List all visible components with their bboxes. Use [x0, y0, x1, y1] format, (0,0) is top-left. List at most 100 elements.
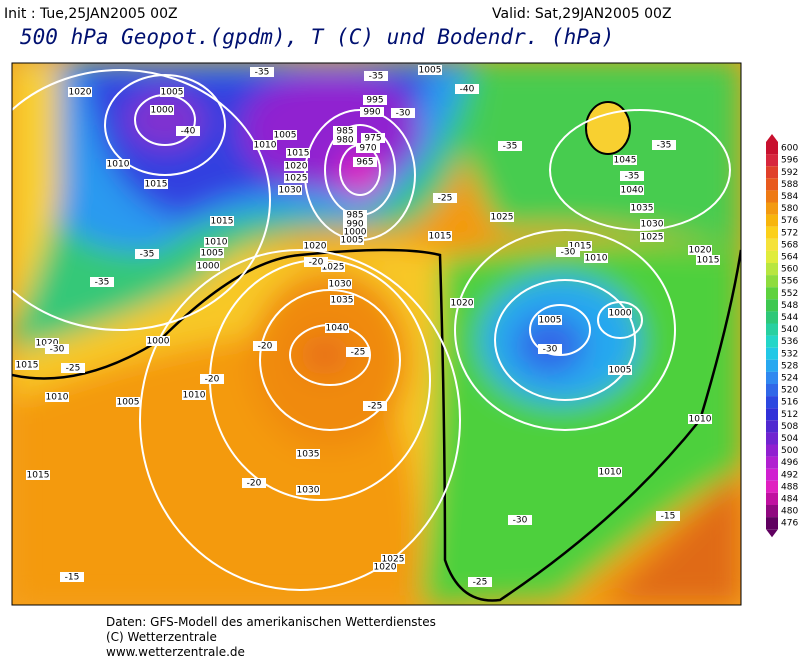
- pressure-label: 990: [346, 220, 363, 230]
- colorbar-label: 504: [781, 434, 798, 444]
- footer-line: Daten: GFS-Modell des amerikanischen Wet…: [106, 615, 436, 629]
- pressure-label: 1035: [331, 296, 354, 306]
- colorbar-label: 572: [781, 228, 798, 238]
- colorbar-label: 596: [781, 156, 798, 166]
- map-title: 500 hPa Geopot.(gpdm), T (C) und Bodendr…: [20, 25, 614, 49]
- pressure-label: 1015: [429, 232, 452, 242]
- pressure-label: 1005: [201, 249, 224, 259]
- colorbar-swatch: [766, 263, 778, 276]
- pressure-label: 985: [336, 127, 353, 137]
- pressure-label-box: [363, 95, 387, 105]
- colorbar-tip: [766, 529, 778, 538]
- pressure-label: 1040: [326, 324, 349, 334]
- colorbar-swatch: [766, 311, 778, 324]
- pressure-label: 1025: [322, 263, 345, 273]
- pressure-label-box: [325, 323, 349, 333]
- temperature-label: -30: [561, 248, 576, 258]
- pressure-label: 1040: [621, 186, 644, 196]
- colorbar-swatch: [766, 384, 778, 397]
- temperature-label-box: [45, 344, 69, 354]
- pressure-label: 1015: [287, 149, 310, 159]
- colorbar-label: 508: [781, 422, 798, 432]
- temperature-label: -35: [625, 172, 640, 182]
- temperature-label-box: [176, 126, 200, 136]
- pressure-label: 990: [363, 108, 380, 118]
- temperature-label: -35: [95, 278, 110, 288]
- pressure-label-box: [278, 185, 302, 195]
- pressure-label-box: [68, 87, 92, 97]
- pressure-label: 1015: [211, 217, 234, 227]
- pressure-label: 1015: [569, 242, 592, 252]
- colorbar-swatch: [766, 359, 778, 372]
- pressure-label-box: [116, 397, 140, 407]
- colorbar-label: 544: [781, 313, 798, 323]
- colorbar-swatch: [766, 323, 778, 336]
- colorbar-label: 528: [781, 361, 798, 371]
- colorbar-label: 484: [781, 494, 798, 504]
- temperature-label-box: [455, 84, 479, 94]
- temperature-label-box: [652, 140, 676, 150]
- temperature-label-box: [468, 577, 492, 587]
- colorbar-swatch: [766, 335, 778, 348]
- pressure-label: 1010: [689, 415, 712, 425]
- pressure-label-box: [284, 173, 308, 183]
- pressure-label-box: [210, 216, 234, 226]
- colorbar-label: 512: [781, 410, 798, 420]
- pressure-label-box: [620, 185, 644, 195]
- temperature-label-box: [391, 108, 415, 118]
- footer-line: www.wetterzentrale.de: [106, 645, 245, 658]
- pressure-label: 1030: [279, 186, 302, 196]
- pressure-label-box: [688, 414, 712, 424]
- temperature-label: -20: [247, 479, 262, 489]
- pressure-label-box: [490, 212, 514, 222]
- colorbar-label: 488: [781, 482, 798, 492]
- colorbar-swatch: [766, 456, 778, 469]
- colorbar-label: 576: [781, 216, 798, 226]
- pressure-label-box: [696, 255, 720, 265]
- temperature-label-box: [364, 71, 388, 81]
- pressure-label: 1010: [585, 254, 608, 264]
- pressure-label-box: [640, 232, 664, 242]
- temperature-label-box: [242, 478, 266, 488]
- pressure-label: 1010: [183, 391, 206, 401]
- pressure-label: 1035: [631, 204, 654, 214]
- colorbar-label: 564: [781, 252, 798, 262]
- colorbar-label: 588: [781, 180, 798, 190]
- colorbar-label: 548: [781, 301, 798, 311]
- colorbar-tip: [766, 134, 778, 142]
- pressure-label-box: [160, 87, 184, 97]
- temperature-label: -25: [66, 364, 81, 374]
- pressure-label-box: [196, 261, 220, 271]
- pressure-label-box: [303, 241, 327, 251]
- temperature-label: -35: [657, 141, 672, 151]
- colorbar-swatch: [766, 408, 778, 421]
- colorbar-swatch: [766, 420, 778, 433]
- pressure-label-box: [273, 130, 297, 140]
- pressure-label: 1045: [614, 156, 637, 166]
- pressure-label-box: [360, 107, 384, 117]
- pressure-label-box: [200, 248, 224, 258]
- pressure-label-box: [373, 562, 397, 572]
- colorbar-label: 500: [781, 446, 798, 456]
- pressure-label: 965: [356, 158, 373, 168]
- temperature-label: -40: [181, 127, 196, 137]
- colorbar-label: 524: [781, 373, 798, 383]
- colorbar-label: 520: [781, 386, 798, 396]
- pressure-label: 995: [366, 96, 383, 106]
- temperature-label-box: [304, 257, 328, 267]
- pressure-label-box: [106, 159, 130, 169]
- pressure-label-box: [330, 295, 354, 305]
- pressure-label-box: [356, 143, 380, 153]
- pressure-label-box: [328, 279, 352, 289]
- pressure-label: 1000: [147, 337, 170, 347]
- map-frame: [11, 62, 742, 606]
- pressure-label-box: [584, 253, 608, 263]
- pressure-label: 1005: [117, 398, 140, 408]
- colorbar-swatch: [766, 299, 778, 312]
- pressure-label: 1010: [107, 160, 130, 170]
- pressure-label-box: [640, 219, 664, 229]
- valid-time: Valid: Sat,29JAN2005 00Z: [492, 6, 672, 22]
- temperature-label-box: [253, 341, 277, 351]
- pressure-label: 1020: [36, 339, 59, 349]
